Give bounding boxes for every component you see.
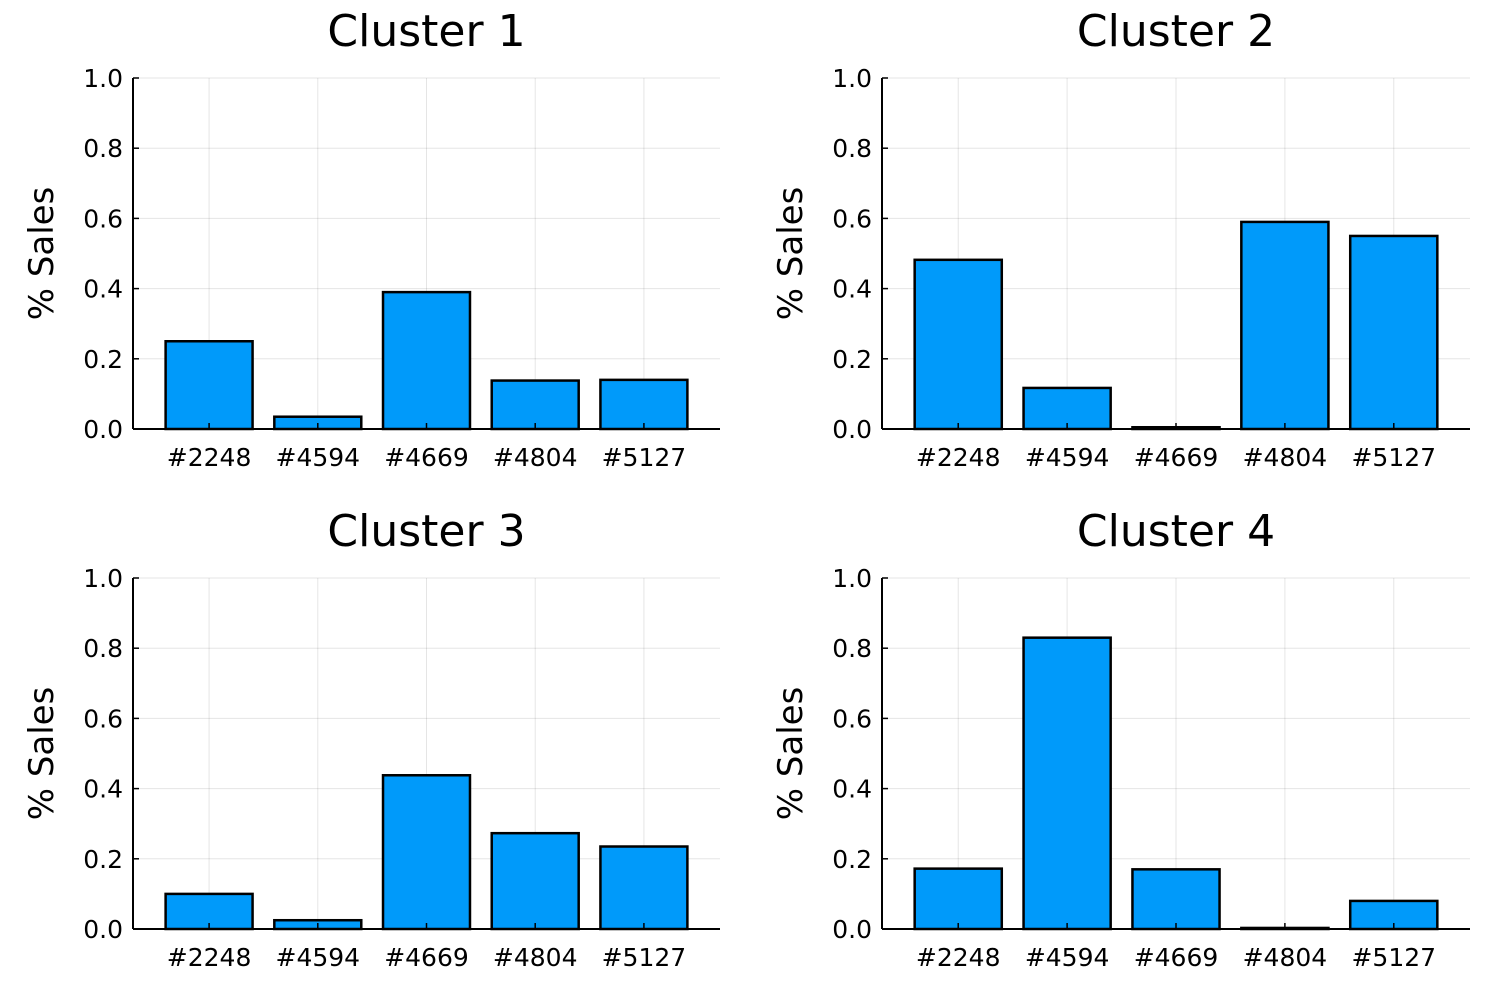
x-tick-label: #4594: [276, 443, 361, 472]
y-tick-label: 0.4: [83, 275, 123, 304]
chart-title: Cluster 4: [1077, 506, 1275, 557]
y-axis-label: % Sales: [22, 187, 62, 321]
y-tick-label: 0.4: [83, 775, 123, 804]
bar-4594: [1022, 386, 1112, 431]
bar-4804: [490, 831, 580, 931]
bar-2248: [913, 258, 1004, 431]
y-tick-label: 0.6: [83, 704, 123, 733]
x-tick-label: #4669: [384, 943, 469, 972]
y-tick-label: 0.2: [832, 345, 872, 374]
x-tick-label: #2248: [916, 943, 1001, 972]
y-tick-label: 1.0: [83, 564, 123, 593]
y-tick-label: 0.0: [83, 415, 123, 444]
chart-panel-4: 0.0 0.2 0.4 0.6 0.8 1.0 #2248 #4594 #4669 #4804 #5…: [771, 506, 1470, 972]
bar-4669: [1131, 868, 1221, 931]
x-tick-label: #4594: [276, 943, 361, 972]
chart-title: Cluster 1: [327, 6, 525, 57]
y-tick-label: 0.6: [832, 204, 872, 233]
y-tick-label: 1.0: [832, 64, 872, 93]
x-tick-label: #4804: [1243, 943, 1328, 972]
chart-title: Cluster 3: [327, 506, 525, 557]
y-tick-label: 0.4: [832, 775, 872, 804]
x-tick-label: #4669: [384, 443, 469, 472]
x-tick-label: #4804: [1243, 443, 1328, 472]
y-tick-label: 0.6: [83, 204, 123, 233]
y-tick-label: 0.8: [832, 134, 872, 163]
y-tick-label: 1.0: [83, 64, 123, 93]
x-tick-label: #5127: [602, 443, 687, 472]
x-tick-label: #2248: [167, 943, 252, 972]
chart-panel-1: 0.0 0.2 0.4 0.6 0.8 1.0 #2248 #4594 #4669 #4804 #5…: [22, 6, 720, 472]
y-axis-label: % Sales: [771, 187, 811, 321]
y-tick-label: 0.4: [832, 275, 872, 304]
x-tick-label: #4669: [1134, 943, 1219, 972]
x-tick-label: #5127: [602, 943, 687, 972]
y-tick-label: 0.6: [832, 704, 872, 733]
y-tick-label: 0.0: [832, 415, 872, 444]
x-tick-label: #4804: [493, 443, 578, 472]
bar-5127: [599, 378, 689, 431]
x-tick-label: #4804: [493, 943, 578, 972]
x-tick-label: #5127: [1351, 443, 1436, 472]
bar-5127: [599, 845, 689, 931]
bar-4669: [381, 290, 472, 431]
x-tick-label: #2248: [916, 443, 1001, 472]
y-tick-label: 0.2: [832, 845, 872, 874]
chart-panel-3: 0.0 0.2 0.4 0.6 0.8 1.0 #2248 #4594 #4669 #4804 #5…: [22, 506, 720, 972]
bar-4804: [1240, 220, 1330, 431]
x-tick-label: #2248: [167, 443, 252, 472]
x-tick-label: #4669: [1134, 443, 1219, 472]
y-tick-label: 0.0: [83, 915, 123, 944]
x-tick-label: #5127: [1351, 943, 1436, 972]
y-tick-label: 0.8: [83, 134, 123, 163]
y-tick-label: 0.8: [83, 634, 123, 663]
y-tick-label: 0.0: [832, 915, 872, 944]
y-axis-label: % Sales: [22, 687, 62, 821]
y-tick-label: 0.8: [832, 634, 872, 663]
bar-2248: [164, 340, 254, 431]
bar-4594: [1022, 636, 1112, 931]
y-tick-label: 0.2: [83, 845, 123, 874]
bar-5127: [1348, 234, 1439, 431]
chart-title: Cluster 2: [1077, 6, 1275, 57]
y-tick-label: 0.2: [83, 345, 123, 374]
bar-2248: [913, 867, 1004, 931]
y-tick-label: 1.0: [832, 564, 872, 593]
x-tick-label: #4594: [1025, 443, 1110, 472]
y-axis-label: % Sales: [771, 687, 811, 821]
bar-4804: [490, 379, 580, 431]
chart-panel-2: 0.0 0.2 0.4 0.6 0.8 1.0 #2248 #4594 #4669 #4804 #5…: [771, 6, 1470, 472]
bar-4669: [381, 774, 472, 931]
x-tick-label: #4594: [1025, 943, 1110, 972]
